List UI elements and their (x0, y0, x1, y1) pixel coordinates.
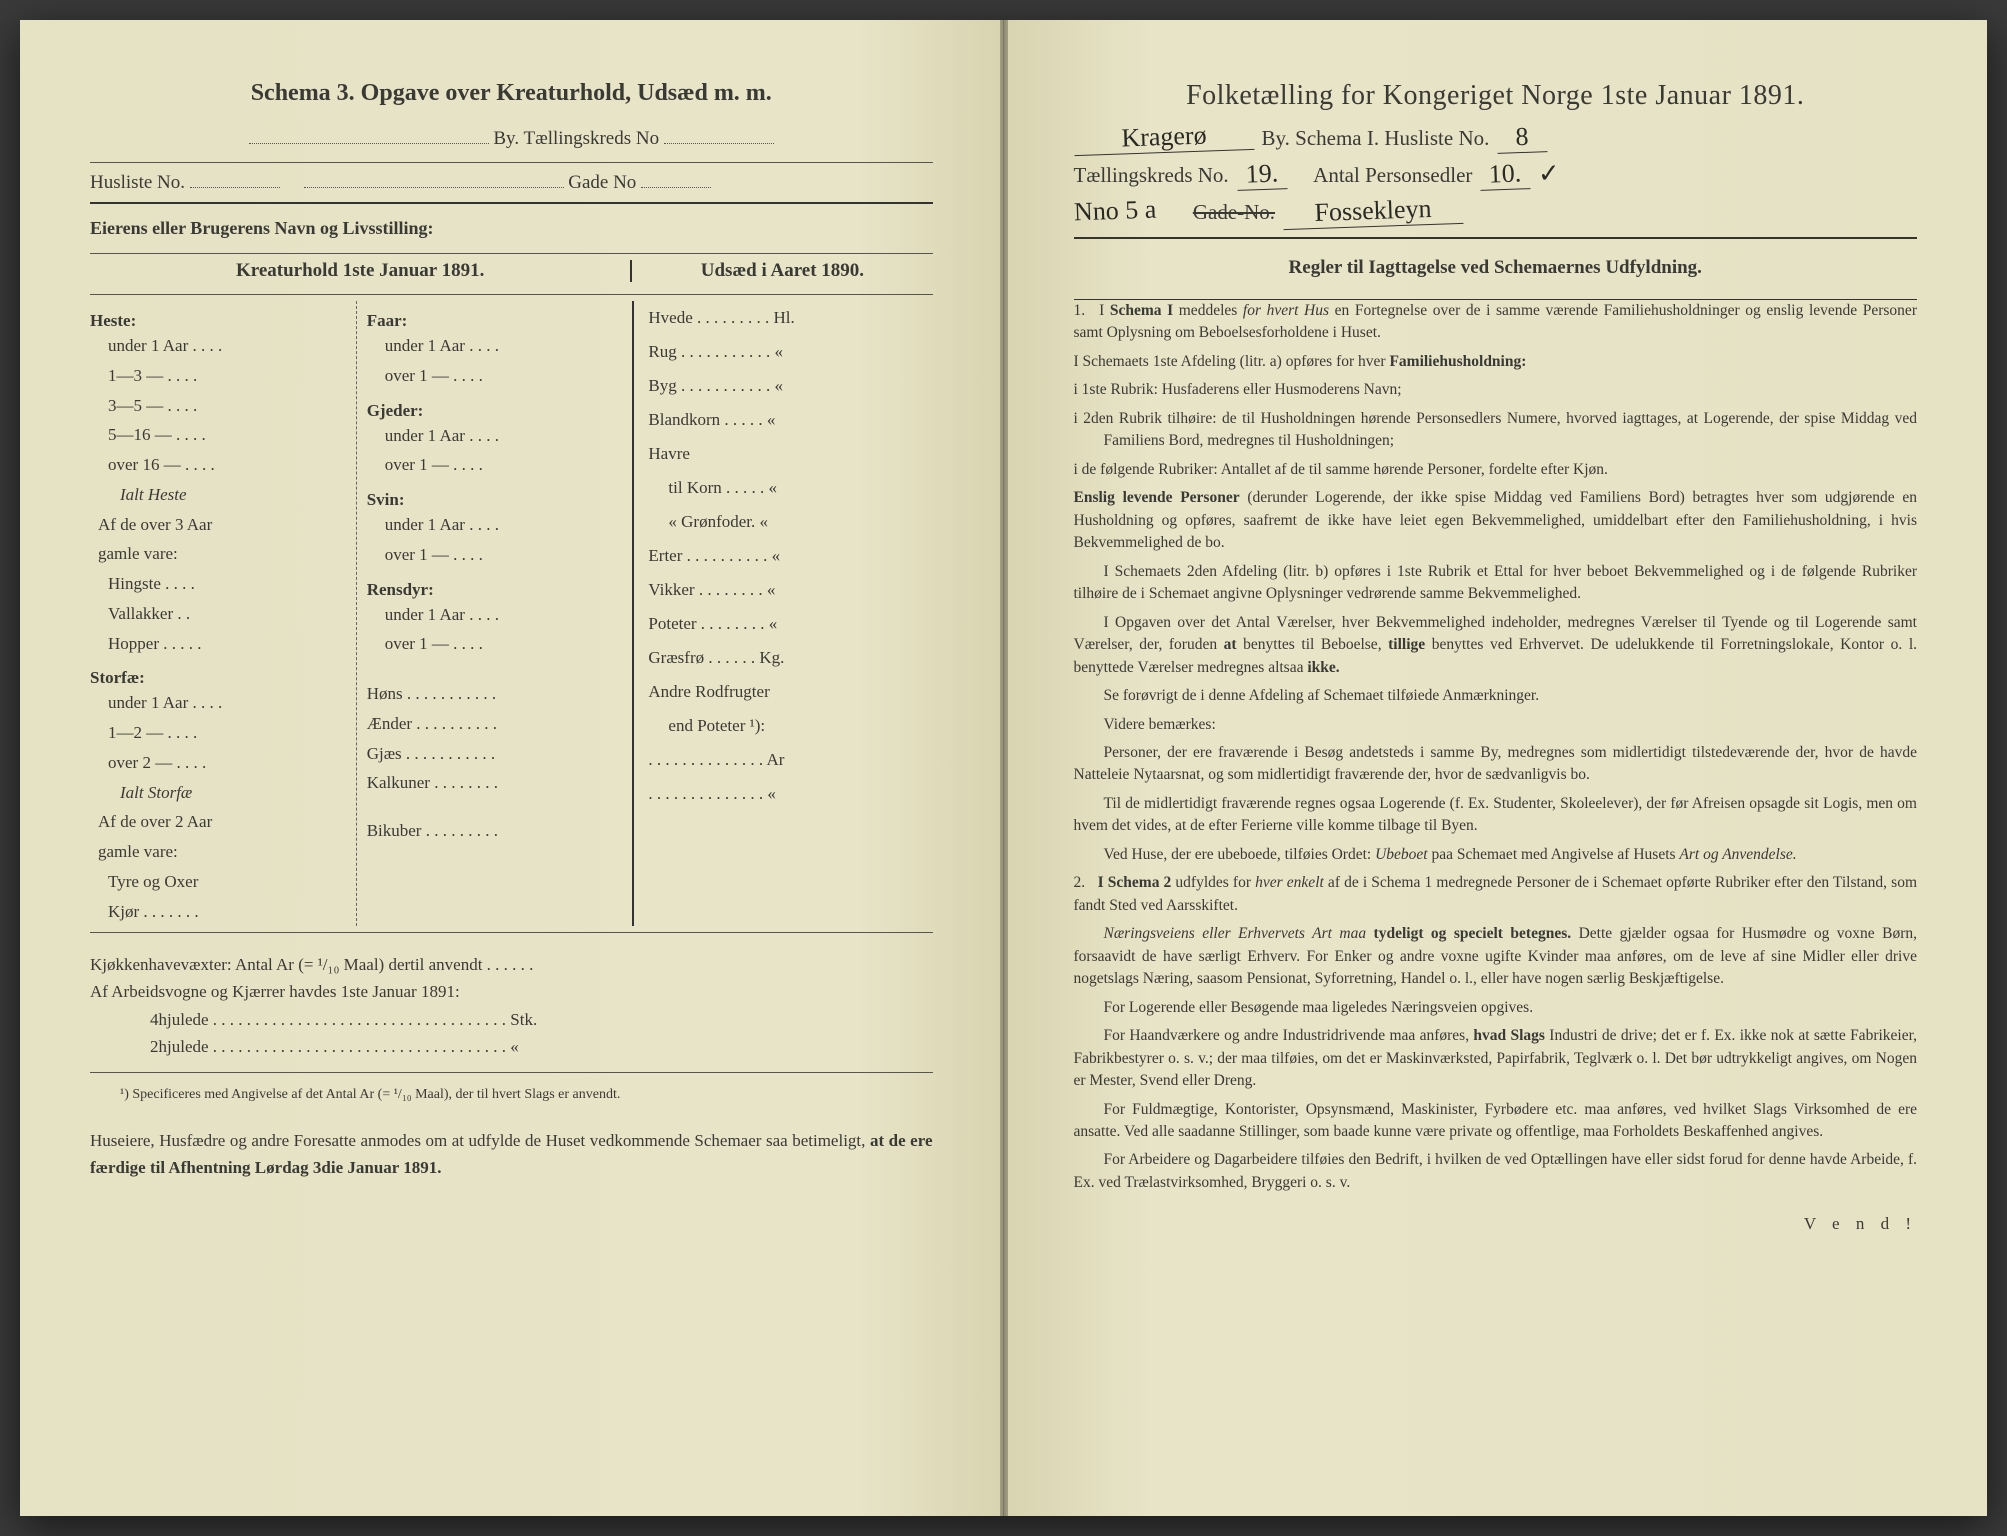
eier-line: Eierens eller Brugerens Navn og Livsstil… (90, 218, 933, 239)
rules-paragraph: i 1ste Rubrik: Husfaderens eller Husmode… (1074, 379, 1918, 401)
rules-paragraph: For Logerende eller Besøgende maa ligele… (1074, 997, 1918, 1019)
rules-paragraph: For Arbeidere og Dagarbeidere tilføies d… (1074, 1149, 1918, 1194)
document-spread: Schema 3. Opgave over Kreaturhold, Udsæd… (20, 20, 1987, 1516)
divider (90, 253, 933, 254)
animals-col1: Heste: under 1 Aar . . . . 1—3 — . . . .… (90, 301, 357, 926)
rules-paragraph: Næringsveiens eller Erhvervets Art maa t… (1074, 923, 1918, 990)
divider (90, 294, 933, 295)
census-line-4: Nno 5 a Gade-No. Fossekleyn (1074, 196, 1918, 227)
book-spine (1000, 20, 1008, 1516)
nno-handwritten: Nno 5 a (1073, 195, 1156, 228)
rules-paragraph: i 2den Rubrik tilhøire: de til Husholdni… (1074, 408, 1918, 453)
rules-paragraph: Se forøvrigt de i denne Afdeling af Sche… (1074, 685, 1918, 707)
divider (90, 932, 933, 933)
census-line-2: Kragerø By. Schema I. Husliste No. 8 (1074, 122, 1918, 153)
rules-paragraph: 2. I Schema 2 udfyldes for hver enkelt a… (1074, 872, 1918, 917)
bottom-notes: Kjøkkenhavevæxter: Antal Ar (= ¹/₁₀ Maal… (90, 951, 933, 1060)
gade-handwritten: Fossekleyn (1283, 193, 1464, 230)
person-count-handwritten: 10. (1480, 158, 1531, 191)
table-body: Heste: under 1 Aar . . . . 1—3 — . . . .… (90, 301, 933, 926)
rules-paragraph: Personer, der ere fraværende i Besøg and… (1074, 742, 1918, 787)
kreds-no-handwritten: 19. (1236, 158, 1287, 191)
rules-paragraph: 1. I Schema I meddeles for hvert Hus en … (1074, 300, 1918, 345)
regler-title: Regler til Iagttagelse ved Schemaernes U… (1074, 257, 1918, 279)
right-page: Folketælling for Kongeriget Norge 1ste J… (1004, 20, 1988, 1516)
schema3-by-line: By. Tællingskreds No (90, 125, 933, 150)
rules-paragraph: For Fuldmægtige, Kontorister, Opsynsmænd… (1074, 1099, 1918, 1144)
husliste-line: Husliste No. Gade No (90, 169, 933, 194)
divider (90, 162, 933, 163)
seeds-col: Hvede . . . . . . . . . Hl. Rug . . . . … (634, 301, 932, 926)
rules-header-wrap: Regler til Iagttagelse ved Schemaernes U… (1074, 237, 1918, 300)
rules-body: 1. I Schema I meddeles for hvert Hus en … (1074, 300, 1918, 1194)
rules-paragraph: i de følgende Rubriker: Antallet af de t… (1074, 459, 1918, 481)
animals-col2: Faar: under 1 Aar . . . . over 1 — . . .… (357, 301, 635, 926)
rules-paragraph: Enslig levende Personer (derunder Logere… (1074, 487, 1918, 554)
rules-paragraph: I Schemaets 1ste Afdeling (litr. a) opfø… (1074, 351, 1918, 373)
rules-paragraph: I Opgaven over det Antal Værelser, hver … (1074, 612, 1918, 679)
rules-paragraph: Videre bemærkes: (1074, 714, 1918, 736)
divider (90, 202, 933, 204)
checkmark-icon: ✓ (1538, 159, 1561, 190)
rules-paragraph: I Schemaets 2den Afdeling (litr. b) opfø… (1074, 561, 1918, 606)
vend-text: V e n d ! (1074, 1214, 1918, 1234)
census-title: Folketælling for Kongeriget Norge 1ste J… (1074, 80, 1918, 112)
divider (90, 1072, 933, 1073)
census-line-3: Tællingskreds No. 19. Antal Personsedler… (1074, 159, 1918, 190)
rules-paragraph: Ved Huse, der ere ubeboede, tilføies Ord… (1074, 844, 1918, 866)
left-page: Schema 3. Opgave over Kreaturhold, Udsæd… (20, 20, 1004, 1516)
closing-text: Huseiere, Husfædre og andre Foresatte an… (90, 1127, 933, 1181)
table-headers: Kreaturhold 1ste Januar 1891. Udsæd i Aa… (90, 260, 933, 282)
schema3-title: Schema 3. Opgave over Kreaturhold, Udsæd… (90, 80, 933, 107)
city-handwritten: Kragerø (1073, 119, 1254, 156)
rules-paragraph: Til de midlertidigt fraværende regnes og… (1074, 793, 1918, 838)
husliste-no-handwritten: 8 (1497, 121, 1548, 154)
footnote: ¹) Specificeres med Angivelse af det Ant… (90, 1087, 933, 1103)
rules-paragraph: For Haandværkere og andre Industridriven… (1074, 1025, 1918, 1092)
